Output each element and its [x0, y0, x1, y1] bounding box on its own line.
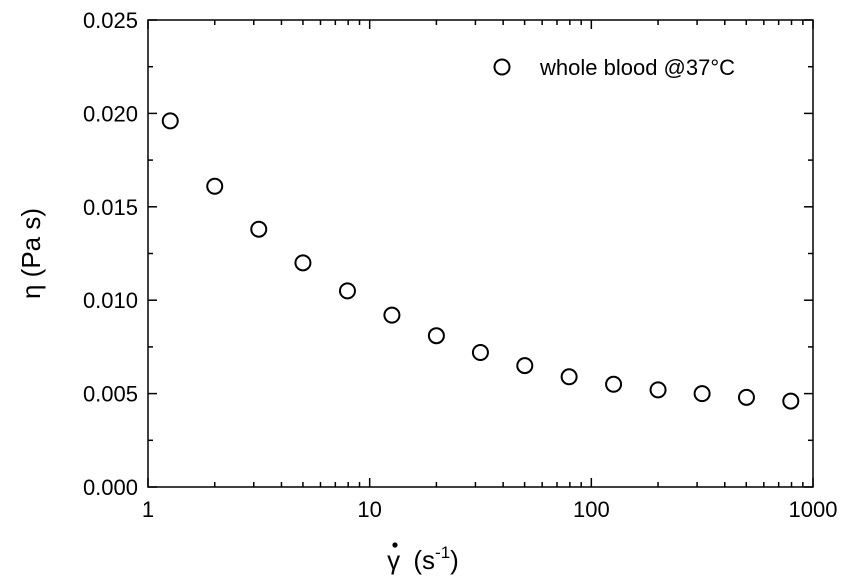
- data-point: [338, 282, 356, 300]
- y-tick-label: 0.020: [83, 101, 138, 126]
- data-point: [383, 306, 401, 324]
- x-axis-unit-close: ): [450, 545, 459, 575]
- data-point: [605, 375, 623, 393]
- x-axis-label: γ (s-1): [387, 543, 459, 575]
- x-axis-symbol-dot: [392, 542, 398, 548]
- x-axis-symbol: γ: [387, 545, 400, 575]
- x-tick-label: 10: [357, 497, 381, 522]
- ticks-layer: 0.000 0.005 0.010 0.015 0.020 0.025 1 10 100 1000: [83, 8, 838, 522]
- y-tick-label: 0.000: [83, 475, 138, 500]
- data-point: [427, 327, 445, 345]
- x-axis-unit-exponent: -1: [435, 543, 450, 562]
- plot-area: [147, 19, 814, 488]
- y-axis-label: η (Pa s): [16, 208, 46, 299]
- legend-label: whole blood @37°C: [539, 55, 735, 80]
- y-tick-label: 0.015: [83, 195, 138, 220]
- legend: whole blood @37°C: [493, 55, 735, 80]
- x-tick-label: 100: [573, 497, 610, 522]
- data-point: [516, 357, 534, 375]
- data-point: [294, 254, 312, 272]
- data-point: [560, 368, 578, 386]
- x-tick-label: 1: [142, 497, 154, 522]
- y-tick-label: 0.010: [83, 288, 138, 313]
- y-tick-label: 0.005: [83, 382, 138, 407]
- data-point: [649, 381, 667, 399]
- points-layer: [161, 112, 800, 410]
- data-point: [782, 392, 800, 410]
- x-axis-unit-open: (s: [413, 545, 435, 575]
- x-tick-label: 1000: [789, 497, 838, 522]
- data-point: [737, 388, 755, 406]
- y-tick-label: 0.025: [83, 8, 138, 33]
- data-point: [250, 220, 268, 238]
- data-point: [206, 177, 224, 195]
- data-point: [471, 344, 489, 362]
- data-point: [693, 385, 711, 403]
- data-point: [161, 112, 179, 130]
- legend-marker: [493, 58, 511, 76]
